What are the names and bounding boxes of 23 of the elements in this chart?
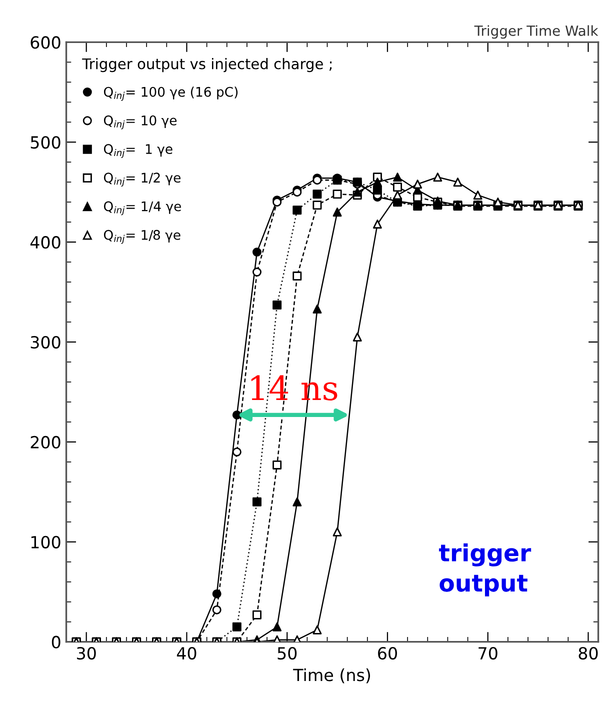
- legend-label: Q$_{inj}$= 100 γe (16 pC): [104, 86, 238, 101]
- legend-label: Q$_{inj}$= 1/4 γe: [104, 201, 181, 216]
- legend-label: Q$_{inj}$= 1/8 γe: [104, 230, 180, 244]
- annotation: trigger output: [438, 543, 532, 596]
- y-tick-label: 300: [30, 336, 60, 349]
- x-tick-label: 80: [578, 646, 598, 660]
- y-tick-label: 600: [30, 36, 60, 49]
- y-tick-label: 500: [30, 136, 60, 149]
- y-tick-label: 200: [30, 436, 60, 449]
- x-tick-label: 60: [378, 646, 397, 660]
- x-tick-label: 70: [478, 646, 498, 660]
- x-tick-label: 50: [278, 646, 297, 660]
- y-tick-label: 400: [30, 236, 60, 249]
- chart-title: Trigger Time Walk: [474, 25, 598, 39]
- x-tick-label: 40: [176, 646, 196, 660]
- legend-label: Q$_{inj}$= 1 γe: [104, 144, 172, 158]
- y-tick-label: 100: [31, 536, 60, 548]
- legend-label: Q$_{inj}$= 10 γe: [104, 115, 177, 130]
- legend-title: Trigger output vs injected charge ;: [82, 58, 332, 72]
- y-tick-label: 0: [52, 636, 60, 648]
- x-tick-label: 30: [77, 646, 96, 660]
- legend-label: Q$_{inj}$= 1/2 γe: [104, 172, 180, 187]
- x-axis-title: Time (ns): [293, 668, 370, 684]
